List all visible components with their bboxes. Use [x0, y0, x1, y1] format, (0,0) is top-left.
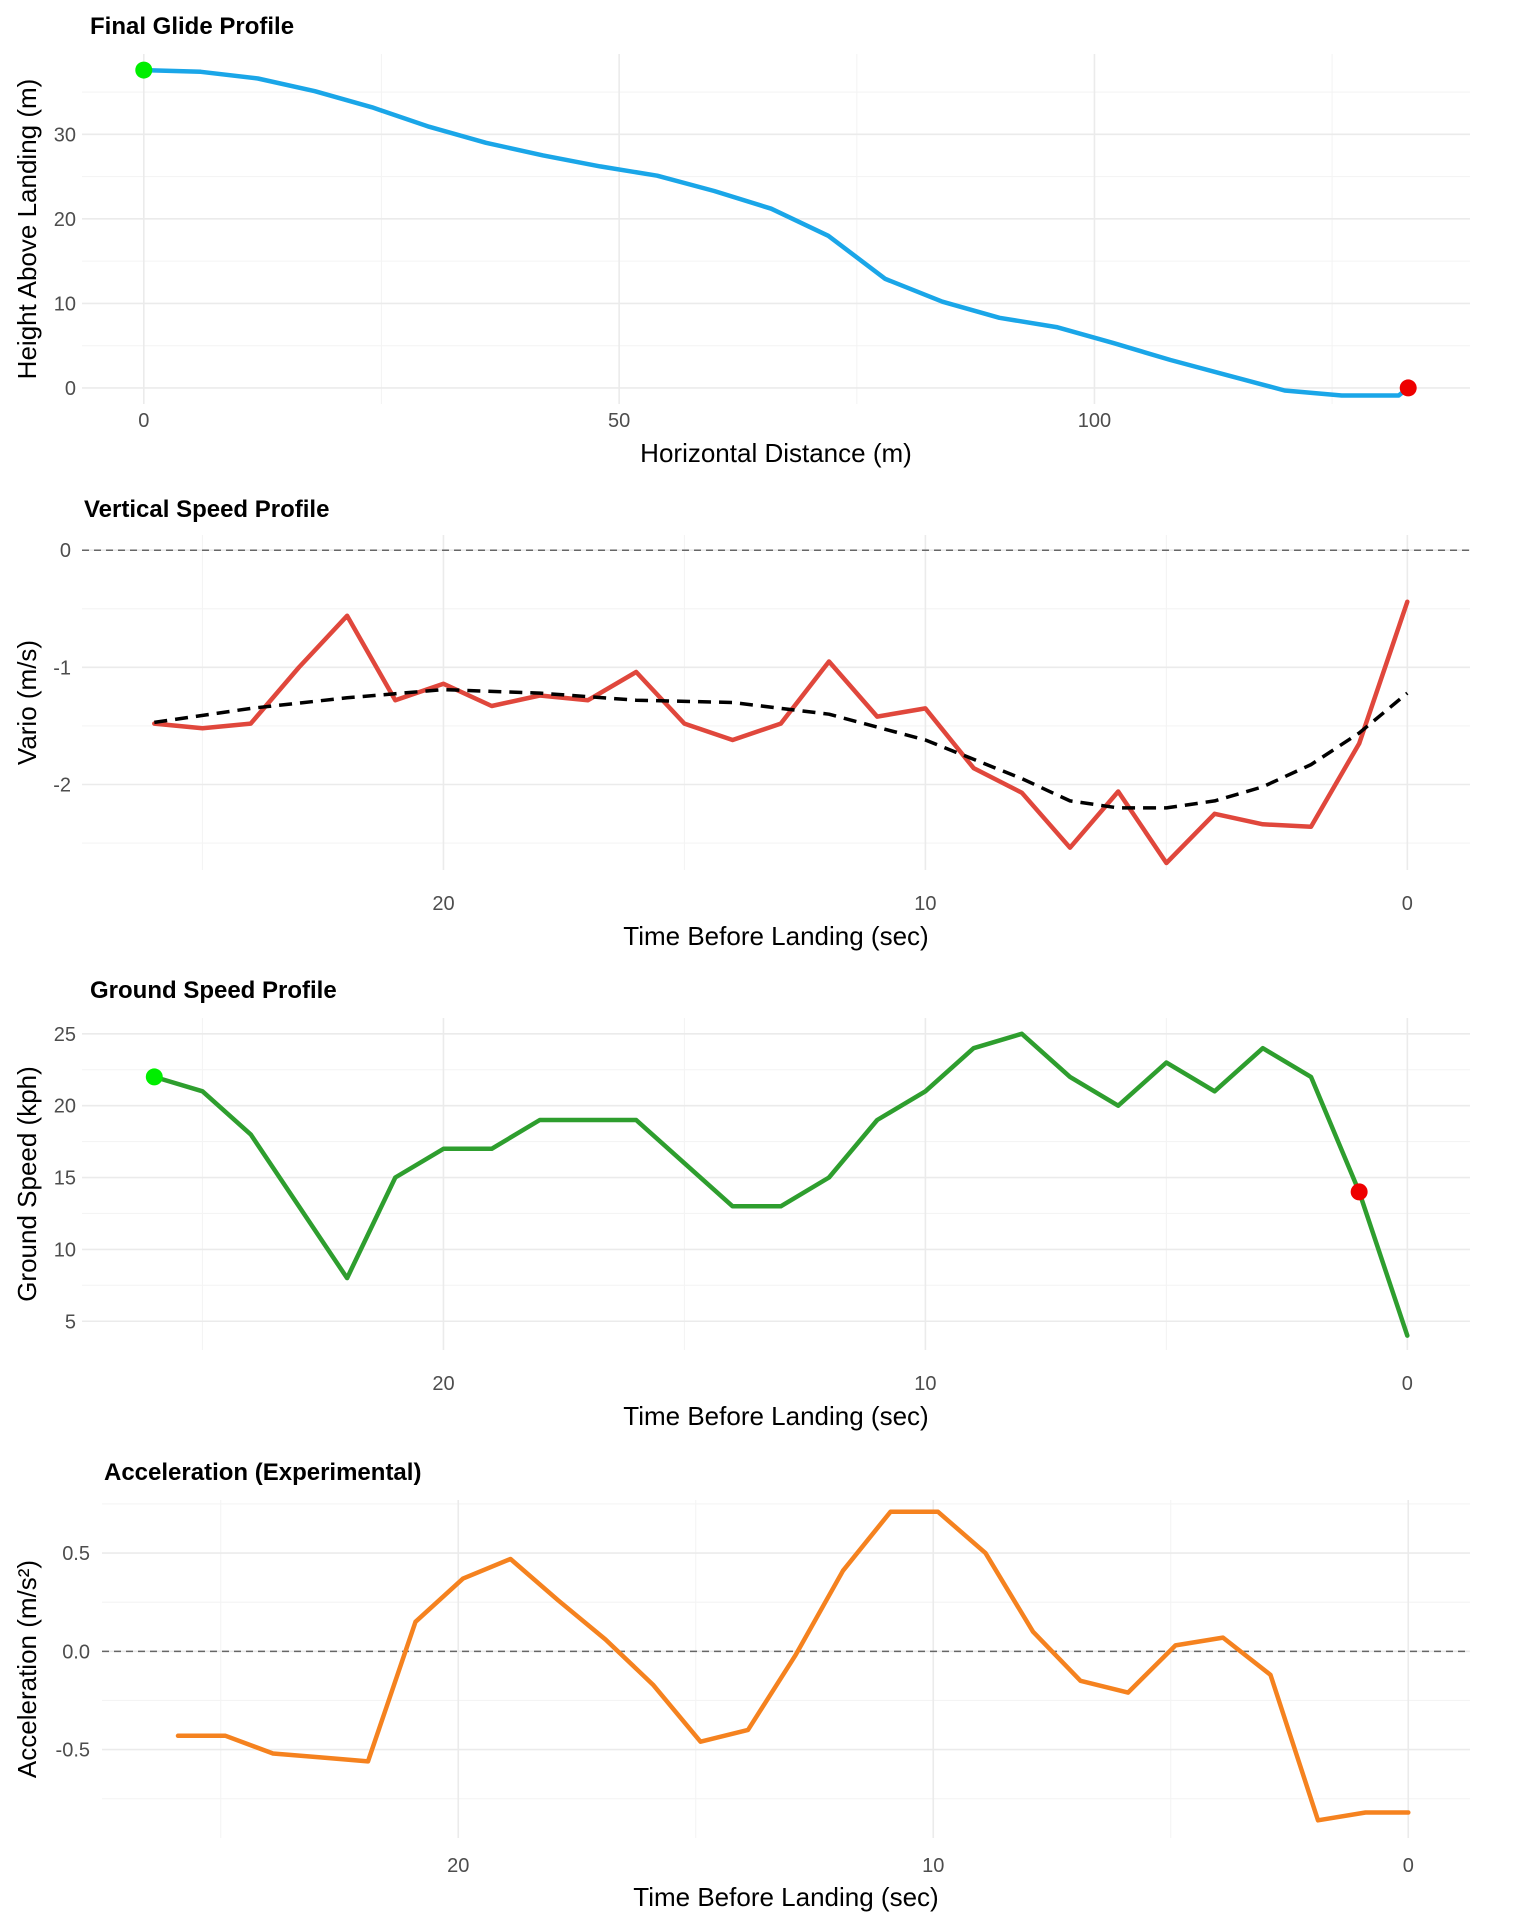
chart-title: Acceleration (Experimental) — [104, 1459, 421, 1486]
chart-panel-1: 0 50 100 0 10 20 30 Final Glide Profile Horizont… — [12, 13, 1470, 468]
x-axis-title: Time Before Landing (sec) — [623, 921, 928, 951]
y-tick-label: -0.5 — [56, 1740, 90, 1762]
chart-title: Final Glide Profile — [90, 13, 294, 40]
x-tick-label: 100 — [1078, 410, 1111, 432]
chart-title: Ground Speed Profile — [90, 977, 337, 1004]
series-line-1 — [152, 599, 1410, 866]
y-tick-label: 15 — [54, 1168, 76, 1190]
y-tick-label: 0 — [60, 540, 71, 562]
x-tick-label: 20 — [432, 1373, 454, 1395]
y-tick-label: 10 — [54, 293, 76, 315]
y-tick-label: 20 — [54, 209, 76, 231]
chart-panel-3: 20 10 0 5 10 15 20 25 Ground Speed Profile Time B… — [12, 977, 1470, 1431]
y-axis-title: Acceleration (m/s²) — [12, 1560, 42, 1778]
y-axis-title: Height Above Landing (m) — [12, 79, 42, 380]
x-axis-title: Horizontal Distance (m) — [640, 438, 912, 468]
y-tick-label: 25 — [54, 1024, 76, 1046]
y-axis-title: Vario (m/s) — [12, 640, 42, 765]
x-tick-label: 50 — [608, 410, 630, 432]
x-tick-label: 10 — [914, 1373, 936, 1395]
x-tick-label: 0 — [138, 410, 149, 432]
series-line-1 — [152, 1031, 1410, 1338]
x-tick-label: 10 — [914, 893, 936, 915]
y-tick-label: 0 — [65, 378, 76, 400]
start-point-marker — [145, 1068, 163, 1086]
chart-panel-2: 20 10 0 0 -1 -2 Vertical Speed Profile Time Bef… — [12, 496, 1470, 951]
x-axis-title: Time Before Landing (sec) — [633, 1882, 938, 1912]
series-line-1 — [141, 67, 1411, 398]
y-tick-label: 30 — [54, 124, 76, 146]
start-point-marker — [135, 61, 153, 79]
y-tick-label: -1 — [53, 657, 71, 679]
y-axis-title: Ground Speed (kph) — [12, 1066, 42, 1302]
series-line-1 — [175, 1509, 1411, 1823]
chart-title: Vertical Speed Profile — [84, 496, 329, 523]
y-tick-label: 5 — [65, 1311, 76, 1333]
y-tick-label: 0.5 — [62, 1543, 90, 1565]
chart-panel-4: 20 10 0 0.5 0.0 -0.5 Acceleration (Experimenta… — [12, 1459, 1470, 1912]
x-tick-label: 0 — [1403, 1855, 1414, 1877]
x-axis-title: Time Before Landing (sec) — [623, 1401, 928, 1431]
y-tick-label: 0.0 — [62, 1641, 90, 1663]
y-tick-label: 10 — [54, 1239, 76, 1261]
x-tick-label: 0 — [1402, 1373, 1413, 1395]
y-tick-label: -2 — [53, 774, 71, 796]
x-tick-label: 20 — [447, 1855, 469, 1877]
x-tick-label: 0 — [1402, 893, 1413, 915]
x-tick-label: 20 — [432, 893, 454, 915]
x-tick-label: 10 — [922, 1855, 944, 1877]
y-tick-label: 20 — [54, 1096, 76, 1118]
end-point-marker — [1350, 1183, 1368, 1201]
end-point-marker — [1399, 379, 1417, 397]
trend-line-2 — [154, 687, 1409, 810]
